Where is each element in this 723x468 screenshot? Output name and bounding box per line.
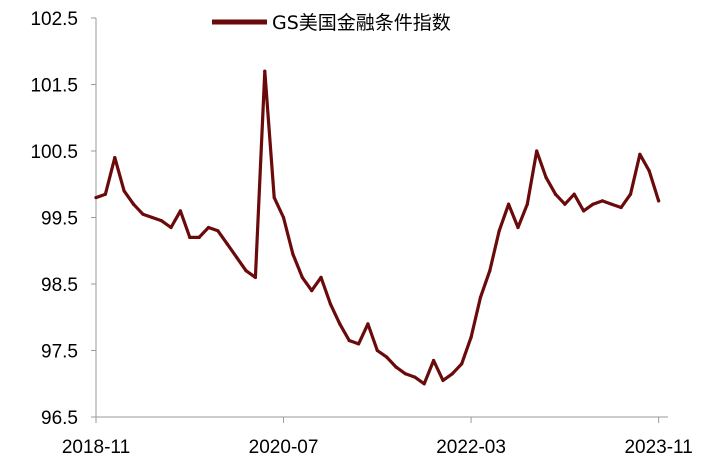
data-point [450,372,454,376]
x-tick-label: 2020-07 [249,437,319,458]
data-point [394,365,398,369]
data-point [638,152,642,156]
data-point [441,378,445,383]
data-point [478,295,483,299]
data-point [657,199,661,203]
data-point [488,269,492,273]
series-layer [94,69,661,386]
data-point [244,269,248,273]
data-point [431,358,436,363]
x-tick-label: 2022-03 [436,437,506,458]
data-point [141,212,145,216]
x-tick-label: 2023-11 [624,437,692,458]
data-point [328,302,333,306]
data-point [131,202,136,206]
data-point [319,275,323,279]
data-point [150,215,154,220]
data-point [235,255,239,259]
data-point [647,169,651,173]
x-tick-label: 2018-11 [62,437,130,458]
data-point [516,225,520,230]
data-point [535,149,539,153]
data-point [310,289,314,293]
data-point [600,199,604,203]
legend-label: GS美国金融条件指数 [272,12,451,34]
data-point [169,225,173,230]
ticks: 96.5 97.5 98.5 99.5 100.5 101.5 102.5 2018-11 20… [30,9,692,458]
data-point [506,202,511,206]
data-point [338,322,342,326]
data-point [610,202,614,206]
data-point [582,209,586,213]
data-point [253,275,258,279]
y-tick-label: 98.5 [41,275,78,296]
data-point [347,338,351,343]
data-point [356,342,361,346]
data-point [160,219,164,223]
data-point [366,322,370,326]
data-point [422,382,426,386]
data-point [403,372,408,376]
data-point [225,242,229,246]
data-point [497,229,501,233]
data-point [572,192,576,196]
data-point [460,362,464,366]
data-point [553,192,558,196]
y-tick-label: 100.5 [30,142,78,163]
data-point [263,69,267,73]
data-point [216,229,220,233]
data-point [563,202,567,206]
data-point [178,209,182,213]
data-point [122,189,126,193]
data-point [375,348,379,353]
data-point [206,225,211,230]
data-point [103,192,107,196]
y-tick-label: 99.5 [41,209,78,230]
data-point [413,375,417,379]
y-tick-label: 102.5 [30,9,78,30]
series-line [94,69,661,386]
data-point [300,275,304,279]
legend: GS美国金融条件指数 [212,12,451,34]
y-tick-label: 96.5 [41,408,78,429]
y-tick-label: 101.5 [30,76,78,97]
data-point [113,156,117,160]
data-point [525,202,529,206]
data-point [385,355,389,359]
data-point [619,205,623,210]
data-point [197,235,201,240]
data-point [628,192,633,196]
data-point [272,195,276,200]
data-point [291,252,295,256]
data-point [591,202,595,206]
data-point [94,195,98,200]
data-point [281,215,286,220]
y-tick-label: 97.5 [41,342,78,363]
data-point [544,176,548,180]
data-point [188,235,192,240]
data-point [469,335,473,339]
